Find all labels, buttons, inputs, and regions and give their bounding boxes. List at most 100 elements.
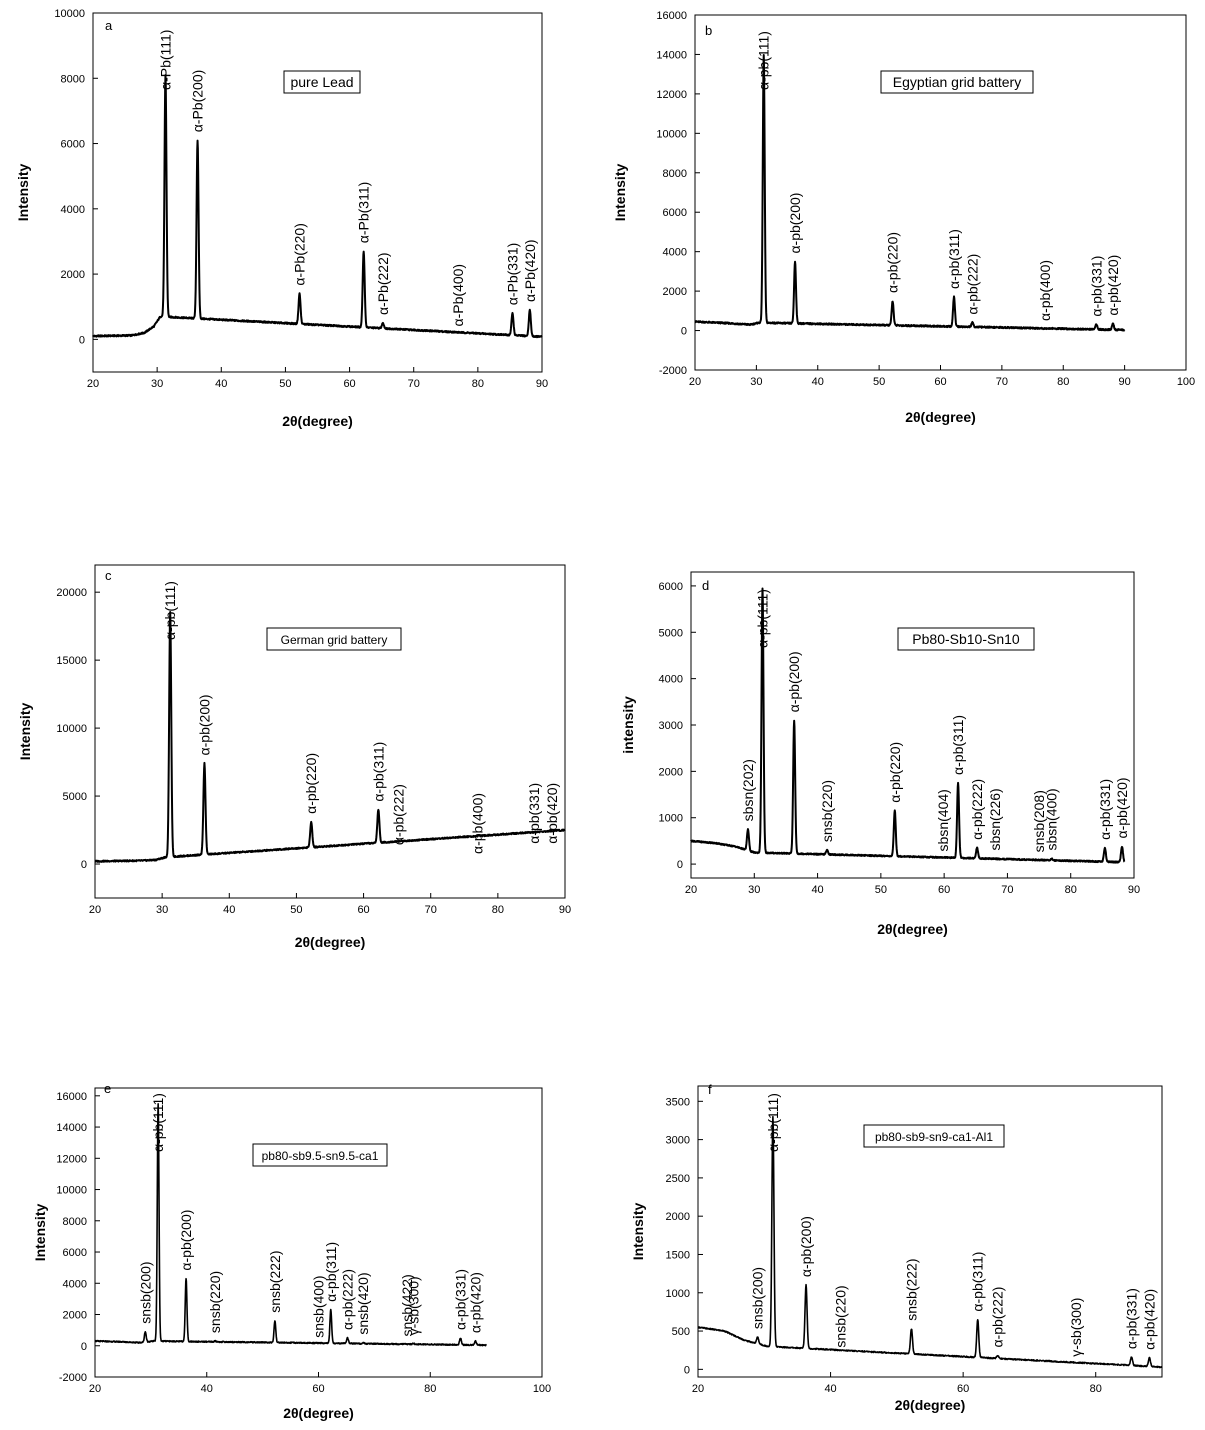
peak-label: α-pb(331) <box>452 1269 468 1330</box>
x-tick-label: 50 <box>875 884 887 896</box>
xrd-pattern-line <box>694 54 1126 332</box>
chart-panel-a: 20 30 40 50 60 70 80 90 0 2000 4000 6000 8000 10000 2θ… <box>15 8 548 429</box>
y-tick-label: 16000 <box>56 1091 87 1103</box>
y-tick-label: 3000 <box>659 720 683 732</box>
y-axis-title: Intensity <box>612 164 628 222</box>
x-tick-label: 20 <box>685 884 697 896</box>
peak-label: α-pb(311) <box>946 229 962 289</box>
peak-label: snsb(220) <box>833 1285 849 1347</box>
y-axis-title: Intensity <box>17 703 33 761</box>
peak-label: α-pb(200) <box>178 1210 194 1271</box>
xrd-pattern-line <box>92 74 543 339</box>
y-tick-label: 2000 <box>659 766 683 778</box>
y-tick-label: 2500 <box>666 1173 690 1185</box>
x-tick-label: 80 <box>1065 884 1077 896</box>
x-tick-label: 30 <box>151 378 163 390</box>
x-tick-label: 60 <box>934 376 946 388</box>
y-tick-label: 20000 <box>56 587 87 599</box>
x-axis-title: 2θ(degree) <box>905 409 976 425</box>
y-tick-label: -2000 <box>659 365 687 377</box>
x-axis-title: 2θ(degree) <box>895 1397 966 1413</box>
peak-label: α-Pb(420) <box>522 239 538 302</box>
peak-label: α-pb(400) <box>470 793 486 854</box>
peak-label: α-Pb(400) <box>450 264 466 327</box>
x-tick-label: 80 <box>1057 376 1069 388</box>
y-tick-label: 12000 <box>56 1153 87 1165</box>
y-tick-label: 6000 <box>63 1247 87 1259</box>
panel-letter: a <box>105 18 113 33</box>
legend-box <box>266 627 402 651</box>
x-tick-label: 20 <box>89 904 101 916</box>
x-tick-label: 20 <box>689 376 701 388</box>
peak-label: α-Pb(311) <box>356 182 372 244</box>
peak-label: sbsn(404) <box>935 789 951 851</box>
x-axis-title: 2θ(degree) <box>877 921 948 937</box>
x-tick-label: 60 <box>343 378 355 390</box>
y-tick-label: 2000 <box>663 286 687 298</box>
peak-label: snsb(220) <box>819 780 835 842</box>
y-tick-label: 0 <box>684 1364 690 1376</box>
legend-label: Pb80-Sb10-Sn10 <box>912 631 1020 647</box>
y-axis-title: intensity <box>620 696 636 754</box>
chart-panel-d: 20 30 40 50 60 70 80 90 0 1000 2000 3000 4000 5000 600… <box>620 571 1140 937</box>
peak-label: α-pb(222) <box>990 1287 1006 1348</box>
y-tick-label: 0 <box>81 1341 87 1353</box>
peak-label: α-pb(331) <box>1124 1288 1140 1349</box>
y-tick-label: 1500 <box>666 1249 690 1261</box>
x-tick-label: 40 <box>223 904 235 916</box>
peak-label: α-pb(331) <box>1088 256 1104 317</box>
x-tick-label: 50 <box>290 904 302 916</box>
x-tick-label: 40 <box>824 1383 836 1395</box>
x-tick-label: 90 <box>1119 376 1131 388</box>
peak-label: α-pb(311) <box>950 715 966 775</box>
y-tick-label: 0 <box>677 859 683 871</box>
panel-letter: b <box>705 23 712 38</box>
peak-label: sbsn(400) <box>1044 788 1060 850</box>
x-tick-label: 80 <box>424 1383 436 1395</box>
y-tick-label: 1000 <box>659 813 683 825</box>
x-tick-label: 80 <box>472 378 484 390</box>
peak-label: snsb(200) <box>137 1261 153 1323</box>
y-tick-label: 10000 <box>54 8 85 20</box>
peak-label: α-pb(311) <box>323 1242 339 1302</box>
legend-box <box>897 627 1035 651</box>
peak-label: α-pb(220) <box>303 753 319 814</box>
y-tick-label: 15000 <box>56 655 87 667</box>
y-axis-title: Intensity <box>32 1204 48 1262</box>
x-tick-label: 70 <box>408 378 420 390</box>
xrd-pattern-line <box>690 587 1126 864</box>
panel-letter: c <box>105 568 112 583</box>
peak-label: snsb(220) <box>207 1271 223 1333</box>
y-tick-label: 4000 <box>61 204 85 216</box>
legend-box <box>863 1124 1005 1148</box>
peak-label: α-pb(220) <box>887 742 903 803</box>
x-tick-label: 50 <box>873 376 885 388</box>
y-tick-label: 3500 <box>666 1096 690 1108</box>
peak-label: sbsn(202) <box>740 759 756 821</box>
y-tick-label: 2000 <box>61 269 85 281</box>
peak-label: α-pb(200) <box>786 651 802 712</box>
y-tick-label: 10000 <box>56 723 87 735</box>
x-tick-label: 40 <box>201 1383 213 1395</box>
xrd-pattern-line <box>697 1115 1163 1369</box>
x-tick-label: 100 <box>1177 376 1195 388</box>
y-tick-label: -2000 <box>59 1372 87 1384</box>
y-tick-label: 8000 <box>61 73 85 85</box>
peak-label: α-pb(311) <box>970 1252 986 1312</box>
peak-label: α-pb(420) <box>1105 255 1121 316</box>
peak-label: α-pb(420) <box>468 1272 484 1333</box>
y-tick-label: 0 <box>81 859 87 871</box>
x-tick-label: 60 <box>357 904 369 916</box>
peak-label: α-pb(200) <box>798 1216 814 1277</box>
peak-label: α-pb(420) <box>1141 1289 1157 1350</box>
chart-panel-b: 20 30 40 50 60 70 80 90 100 -2000 0 2000 4000 6000 800… <box>612 10 1195 425</box>
x-tick-label: 30 <box>156 904 168 916</box>
legend-box <box>880 70 1034 94</box>
panel-letter: e <box>104 1081 111 1096</box>
x-tick-label: 70 <box>1001 884 1013 896</box>
peak-label: snsb(400) <box>311 1275 327 1337</box>
y-tick-label: 10000 <box>656 128 687 140</box>
peak-label: α-pb(220) <box>885 232 901 293</box>
x-axis-title: 2θ(degree) <box>282 413 353 429</box>
y-tick-label: 14000 <box>656 49 687 61</box>
